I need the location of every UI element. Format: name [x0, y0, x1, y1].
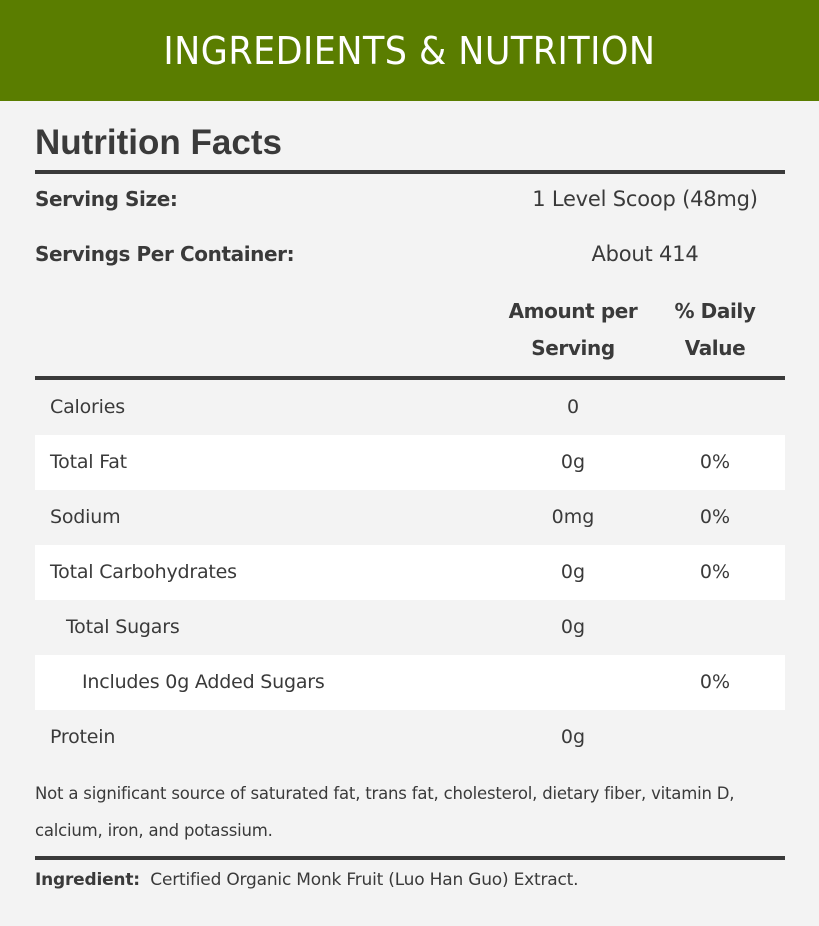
nutrient-row-calories: Calories 0: [50, 396, 580, 418]
section-banner: INGREDIENTS & NUTRITION: [0, 0, 819, 101]
ingredient-line: Ingredient: Certified Organic Monk Fruit…: [35, 870, 785, 890]
header-divider: [35, 376, 785, 380]
serving-size-value: 1 Level Scoop (48mg): [532, 187, 758, 211]
serving-size-row: Serving Size: 1 Level Scoop (48mg): [35, 187, 785, 217]
nutrient-row-protein: Protein 0g: [50, 726, 586, 748]
daily-value-header: % Daily Value: [674, 299, 756, 360]
servings-per-container-value: About 414: [591, 242, 699, 266]
nutrient-row-total-carbohydrates: Total Carbohydrates 0g 0%: [35, 545, 785, 600]
nutrition-footnote: Not a significant source of saturated fa…: [35, 784, 735, 840]
title-divider: [35, 170, 785, 174]
nutrient-row-sodium: Sodium 0mg 0%: [50, 506, 731, 528]
nutrient-row-added-sugars: Includes 0g Added Sugars 0%: [35, 655, 785, 710]
amount-per-serving-header: Amount per Serving: [508, 299, 638, 360]
ingredient-value: Certified Organic Monk Fruit (Luo Han Gu…: [150, 870, 579, 890]
section-title: INGREDIENTS & NUTRITION: [163, 28, 656, 73]
servings-per-container-label: Servings Per Container:: [35, 242, 295, 266]
serving-size-label: Serving Size:: [35, 187, 178, 211]
servings-per-container-row: Servings Per Container: About 414: [35, 242, 785, 272]
nutrient-row-total-sugars: Total Sugars 0g: [66, 616, 586, 638]
ingredient-label: Ingredient:: [35, 870, 140, 890]
ingredient-divider: [35, 856, 785, 860]
nutrition-facts-title: Nutrition Facts: [35, 123, 282, 162]
nutrient-row-total-fat: Total Fat 0g 0%: [35, 435, 785, 490]
